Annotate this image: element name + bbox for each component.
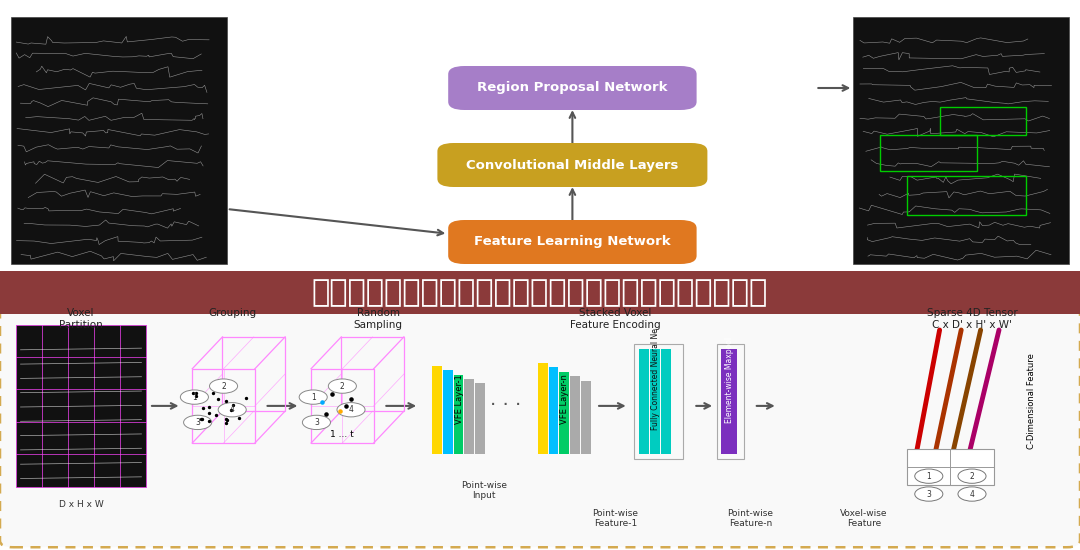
- Bar: [581, 381, 591, 454]
- Bar: [880, 135, 977, 170]
- Bar: [549, 367, 558, 454]
- Text: Point-wise
Feature-1: Point-wise Feature-1: [593, 509, 638, 528]
- Text: Sparse 4D Tensor
C x D' x H' x W': Sparse 4D Tensor C x D' x H' x W': [927, 308, 1017, 329]
- Bar: [907, 176, 1026, 214]
- Bar: [639, 349, 649, 454]
- Bar: [464, 379, 474, 454]
- Bar: [559, 372, 569, 454]
- Circle shape: [180, 390, 208, 404]
- Text: 3: 3: [314, 418, 319, 427]
- Text: Feature Learning Network: Feature Learning Network: [474, 235, 671, 249]
- Bar: [717, 344, 744, 459]
- Text: C-Dimensional Feature: C-Dimensional Feature: [1027, 354, 1036, 449]
- Circle shape: [958, 469, 986, 483]
- FancyBboxPatch shape: [448, 66, 697, 110]
- Bar: [570, 376, 580, 454]
- Text: 4: 4: [230, 405, 234, 414]
- Circle shape: [210, 379, 238, 393]
- Bar: [853, 16, 1069, 264]
- Circle shape: [299, 390, 327, 404]
- Text: 3: 3: [195, 418, 200, 427]
- Text: 1: 1: [311, 393, 315, 402]
- Text: 掠食极波发射器图纸深度探寻及其高效利用实战策略解析: 掠食极波发射器图纸深度探寻及其高效利用实战策略解析: [312, 278, 768, 307]
- Text: 2: 2: [340, 382, 345, 390]
- Text: Random
Sampling: Random Sampling: [353, 308, 403, 329]
- Text: Element-wise Maxpool: Element-wise Maxpool: [725, 337, 733, 422]
- Circle shape: [337, 403, 365, 417]
- Text: Region Proposal Network: Region Proposal Network: [477, 81, 667, 95]
- Circle shape: [302, 415, 330, 430]
- Text: 2: 2: [221, 382, 226, 390]
- Text: Fully Connected Neural Ne: Fully Connected Neural Ne: [651, 328, 660, 431]
- Text: · · ·: · · ·: [490, 397, 521, 415]
- Text: Grouping: Grouping: [208, 308, 256, 318]
- Bar: [940, 107, 1026, 135]
- Bar: [16, 324, 146, 487]
- Bar: [650, 349, 660, 454]
- Text: 1: 1: [192, 393, 197, 402]
- Text: VFE Layer-n: VFE Layer-n: [561, 374, 569, 424]
- Text: 1: 1: [927, 472, 931, 481]
- Circle shape: [218, 403, 246, 417]
- Bar: [443, 370, 453, 454]
- Circle shape: [328, 379, 356, 393]
- Bar: [907, 449, 994, 485]
- Circle shape: [915, 469, 943, 483]
- Text: 4: 4: [349, 405, 353, 414]
- Text: Stacked Voxel
Feature Encoding: Stacked Voxel Feature Encoding: [570, 308, 661, 329]
- FancyBboxPatch shape: [448, 220, 697, 264]
- Bar: [538, 363, 548, 454]
- Text: D x H x W: D x H x W: [58, 500, 104, 509]
- Text: Voxel-wise
Feature: Voxel-wise Feature: [840, 509, 888, 528]
- Bar: [432, 366, 442, 454]
- Bar: [11, 16, 227, 264]
- FancyBboxPatch shape: [0, 289, 1080, 547]
- Circle shape: [184, 415, 212, 430]
- Text: Point-wise
Input: Point-wise Input: [461, 481, 507, 500]
- FancyBboxPatch shape: [437, 143, 707, 187]
- Text: Convolutional Middle Layers: Convolutional Middle Layers: [467, 158, 678, 172]
- Text: 3: 3: [927, 490, 931, 498]
- Bar: [634, 344, 683, 459]
- Text: 2: 2: [970, 472, 974, 481]
- Bar: [721, 349, 737, 454]
- Circle shape: [915, 487, 943, 501]
- Text: 4: 4: [970, 490, 974, 498]
- Text: VFE Layer-1: VFE Layer-1: [455, 374, 463, 424]
- Bar: [661, 349, 671, 454]
- Bar: [454, 375, 463, 454]
- Text: Voxel
Partition: Voxel Partition: [59, 308, 103, 329]
- Circle shape: [958, 487, 986, 501]
- Text: Point-wise
Feature-n: Point-wise Feature-n: [728, 509, 773, 528]
- Bar: [0, 271, 1080, 314]
- Text: 1 ... t: 1 ... t: [330, 430, 354, 439]
- Bar: [475, 383, 485, 454]
